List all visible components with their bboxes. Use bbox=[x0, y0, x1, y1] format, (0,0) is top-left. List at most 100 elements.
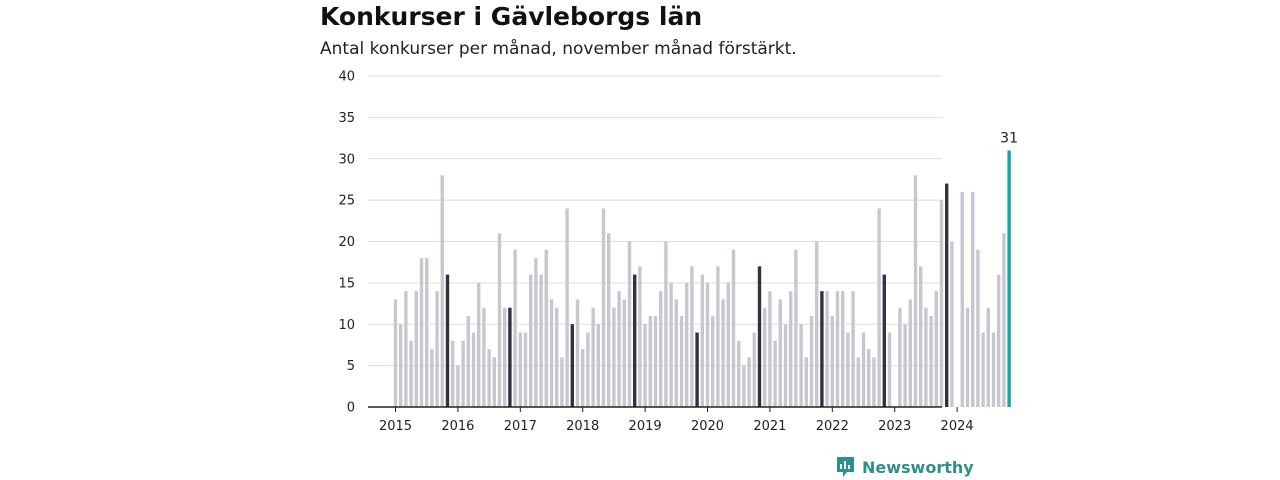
bar bbox=[898, 307, 902, 407]
x-tick-label: 2017 bbox=[504, 419, 537, 434]
y-tick-label: 0 bbox=[347, 401, 355, 416]
bar bbox=[664, 241, 668, 407]
brand-logo: Newsworthy bbox=[835, 455, 974, 479]
bar bbox=[653, 315, 658, 407]
bars bbox=[393, 150, 1011, 408]
bar bbox=[986, 307, 990, 407]
bar bbox=[971, 191, 975, 407]
bar-november bbox=[445, 274, 450, 407]
chart-subtitle: Antal konkurser per månad, november måna… bbox=[320, 39, 797, 59]
bar bbox=[466, 315, 470, 407]
bar bbox=[591, 307, 595, 407]
bar bbox=[768, 291, 772, 407]
bar bbox=[913, 175, 918, 407]
bar bbox=[534, 258, 538, 407]
bar bbox=[393, 299, 398, 407]
y-tick-label: 5 bbox=[347, 359, 355, 374]
bar bbox=[399, 324, 403, 407]
bar bbox=[461, 340, 465, 407]
bar bbox=[742, 365, 746, 408]
bar-november bbox=[945, 183, 949, 407]
bar bbox=[825, 291, 829, 407]
x-tick-label: 2021 bbox=[753, 419, 786, 434]
bar bbox=[513, 249, 517, 407]
bar bbox=[726, 282, 730, 408]
bar bbox=[903, 324, 907, 407]
bar bbox=[721, 299, 725, 407]
bar bbox=[690, 266, 694, 407]
bar-november bbox=[633, 274, 637, 407]
bar bbox=[747, 357, 751, 407]
x-tick-label: 2022 bbox=[816, 419, 849, 434]
bar bbox=[617, 291, 621, 407]
y-tick-label: 20 bbox=[338, 235, 355, 250]
chart-title: Konkurser i Gävleborgs län bbox=[320, 2, 703, 31]
bar bbox=[674, 299, 678, 407]
bar bbox=[518, 332, 522, 407]
bar bbox=[497, 233, 502, 407]
bar bbox=[887, 332, 892, 407]
bar bbox=[575, 299, 580, 407]
bar bbox=[627, 241, 632, 407]
bar bbox=[908, 299, 912, 407]
bar bbox=[482, 307, 486, 407]
y-tick-label: 10 bbox=[338, 318, 355, 333]
annotations: 31 bbox=[1000, 130, 1018, 146]
bar bbox=[705, 282, 710, 408]
bar bbox=[492, 357, 496, 407]
bar bbox=[752, 332, 756, 407]
bar bbox=[700, 274, 704, 407]
bar bbox=[404, 291, 408, 407]
newsworthy-logo-icon bbox=[837, 457, 854, 477]
y-tick-label: 35 bbox=[338, 111, 355, 126]
bar bbox=[425, 258, 429, 407]
bar bbox=[503, 307, 507, 407]
bar-november bbox=[508, 307, 512, 407]
bar bbox=[731, 249, 736, 407]
bar bbox=[471, 332, 476, 407]
x-tick-label: 2020 bbox=[691, 419, 724, 434]
bar bbox=[565, 208, 569, 407]
bar bbox=[414, 291, 418, 407]
bar bbox=[804, 357, 808, 407]
x-tick-label: 2023 bbox=[878, 419, 911, 434]
bar bbox=[435, 291, 439, 407]
bar bbox=[841, 291, 845, 407]
bar bbox=[638, 266, 642, 407]
bar bbox=[440, 175, 444, 407]
bar bbox=[789, 291, 793, 407]
bar bbox=[409, 340, 413, 407]
bar bbox=[773, 340, 777, 407]
bar bbox=[601, 208, 606, 407]
bar bbox=[950, 241, 954, 407]
x-axis-ticks: 2015 2016 2017 2018 2019 2020 2021 2022 2023 2024 bbox=[379, 407, 974, 434]
bar bbox=[669, 282, 673, 408]
bar bbox=[799, 324, 803, 407]
bar bbox=[934, 291, 938, 407]
bar bbox=[997, 274, 1001, 407]
bar bbox=[456, 365, 460, 408]
bar bbox=[867, 349, 871, 407]
y-tick-label: 30 bbox=[338, 152, 355, 167]
x-tick-label: 2019 bbox=[629, 419, 662, 434]
bar bbox=[539, 274, 543, 407]
bar bbox=[991, 332, 996, 407]
bar bbox=[549, 299, 554, 407]
bar bbox=[877, 208, 881, 407]
bar bbox=[737, 340, 741, 407]
bar bbox=[976, 249, 980, 407]
bar bbox=[643, 324, 647, 407]
bar bbox=[477, 282, 481, 408]
bar bbox=[830, 315, 834, 407]
bar-november bbox=[882, 274, 886, 407]
bar bbox=[648, 315, 652, 407]
bar-november bbox=[570, 324, 574, 407]
bar bbox=[596, 324, 600, 407]
bar bbox=[919, 266, 923, 407]
bar bbox=[685, 282, 689, 408]
latest-value-label: 31 bbox=[1000, 130, 1018, 146]
bar-november bbox=[757, 266, 762, 407]
y-axis-ticks: 0 5 10 15 20 25 30 35 40 bbox=[338, 70, 355, 416]
x-tick-label: 2024 bbox=[941, 419, 974, 434]
